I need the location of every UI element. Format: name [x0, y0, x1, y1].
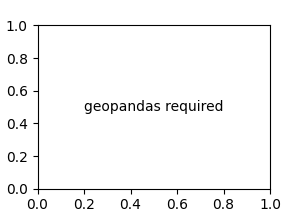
Text: geopandas required: geopandas required: [84, 100, 224, 114]
